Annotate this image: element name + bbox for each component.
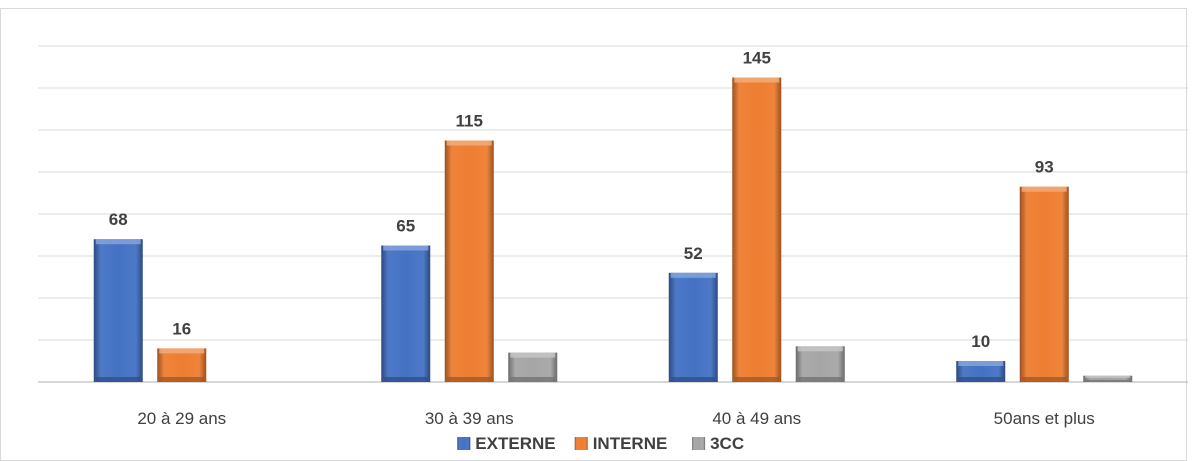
legend-label: EXTERNE xyxy=(475,434,555,453)
data-label-externe-0: 68 xyxy=(109,210,128,229)
bar-externe-0 xyxy=(93,239,143,382)
x-tick-label: 20 à 29 ans xyxy=(137,409,226,428)
data-label-interne-2: 145 xyxy=(743,49,771,68)
legend: EXTERNE INTERNE 3CC xyxy=(457,434,744,453)
data-label-externe-2: 52 xyxy=(684,244,703,263)
gridlines xyxy=(38,45,1188,383)
legend-swatch xyxy=(574,437,588,450)
x-tick-label: 30 à 39 ans xyxy=(425,409,514,428)
legend-item-interne: INTERNE xyxy=(574,434,668,453)
x-tick-label: 50ans et plus xyxy=(994,409,1095,428)
bar-3cc-3 xyxy=(1083,375,1133,382)
bar-interne-1 xyxy=(444,140,494,382)
bar-3cc-1 xyxy=(508,352,558,382)
data-label-interne-3: 93 xyxy=(1035,158,1054,177)
data-label-interne-0: 16 xyxy=(172,319,191,338)
bar-interne-0 xyxy=(157,348,207,382)
data-labels: 68 16 65 115 52 145 10 93 xyxy=(109,49,1054,352)
bar-3cc-2 xyxy=(795,346,845,382)
bar-externe-3 xyxy=(956,361,1006,382)
data-label-externe-3: 10 xyxy=(971,332,990,351)
legend-item-3cc: 3CC xyxy=(692,434,744,453)
legend-swatch xyxy=(457,437,471,450)
data-label-externe-1: 65 xyxy=(396,217,415,236)
legend-swatch xyxy=(692,437,706,450)
data-label-interne-1: 115 xyxy=(456,112,483,131)
chart-frame xyxy=(0,8,1187,461)
x-axis-tick-labels: 20 à 29 ans 30 à 39 ans 40 à 49 ans 50ans e… xyxy=(137,409,1095,428)
legend-label: INTERNE xyxy=(593,434,668,453)
bar-externe-1 xyxy=(381,245,431,382)
bar-externe-2 xyxy=(668,272,718,382)
bars xyxy=(93,77,1133,382)
bar-interne-2 xyxy=(732,77,782,382)
legend-label: 3CC xyxy=(710,434,744,453)
legend-item-externe: EXTERNE xyxy=(457,434,556,453)
bar-interne-3 xyxy=(1019,186,1069,382)
x-tick-label: 40 à 49 ans xyxy=(712,409,801,428)
